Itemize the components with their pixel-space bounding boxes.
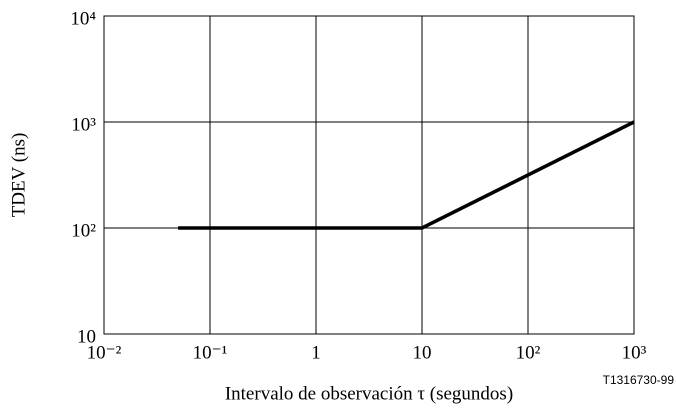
figure-code: T1316730-99 <box>603 373 675 387</box>
y-tick-label: 10 <box>77 326 96 347</box>
plot-frame <box>103 15 635 335</box>
x-tick-label: 10³ <box>622 342 647 363</box>
x-tick-label: 10⁻² <box>87 342 122 363</box>
x-tick-label: 10² <box>516 342 541 363</box>
x-tick-label: 1 <box>311 342 321 363</box>
y-axis-label: TDEV (ns) <box>8 133 29 218</box>
line <box>178 120 635 230</box>
x-axis-label: Intervalo de observación τ (segundos) <box>225 383 513 404</box>
y-tick-label: 10² <box>71 220 96 241</box>
y-tick-label: 10⁴ <box>70 8 96 29</box>
y-tick-label: 10³ <box>71 114 96 135</box>
x-tick-label: 10⁻¹ <box>193 342 228 363</box>
x-tick-label: 10 <box>413 342 432 363</box>
